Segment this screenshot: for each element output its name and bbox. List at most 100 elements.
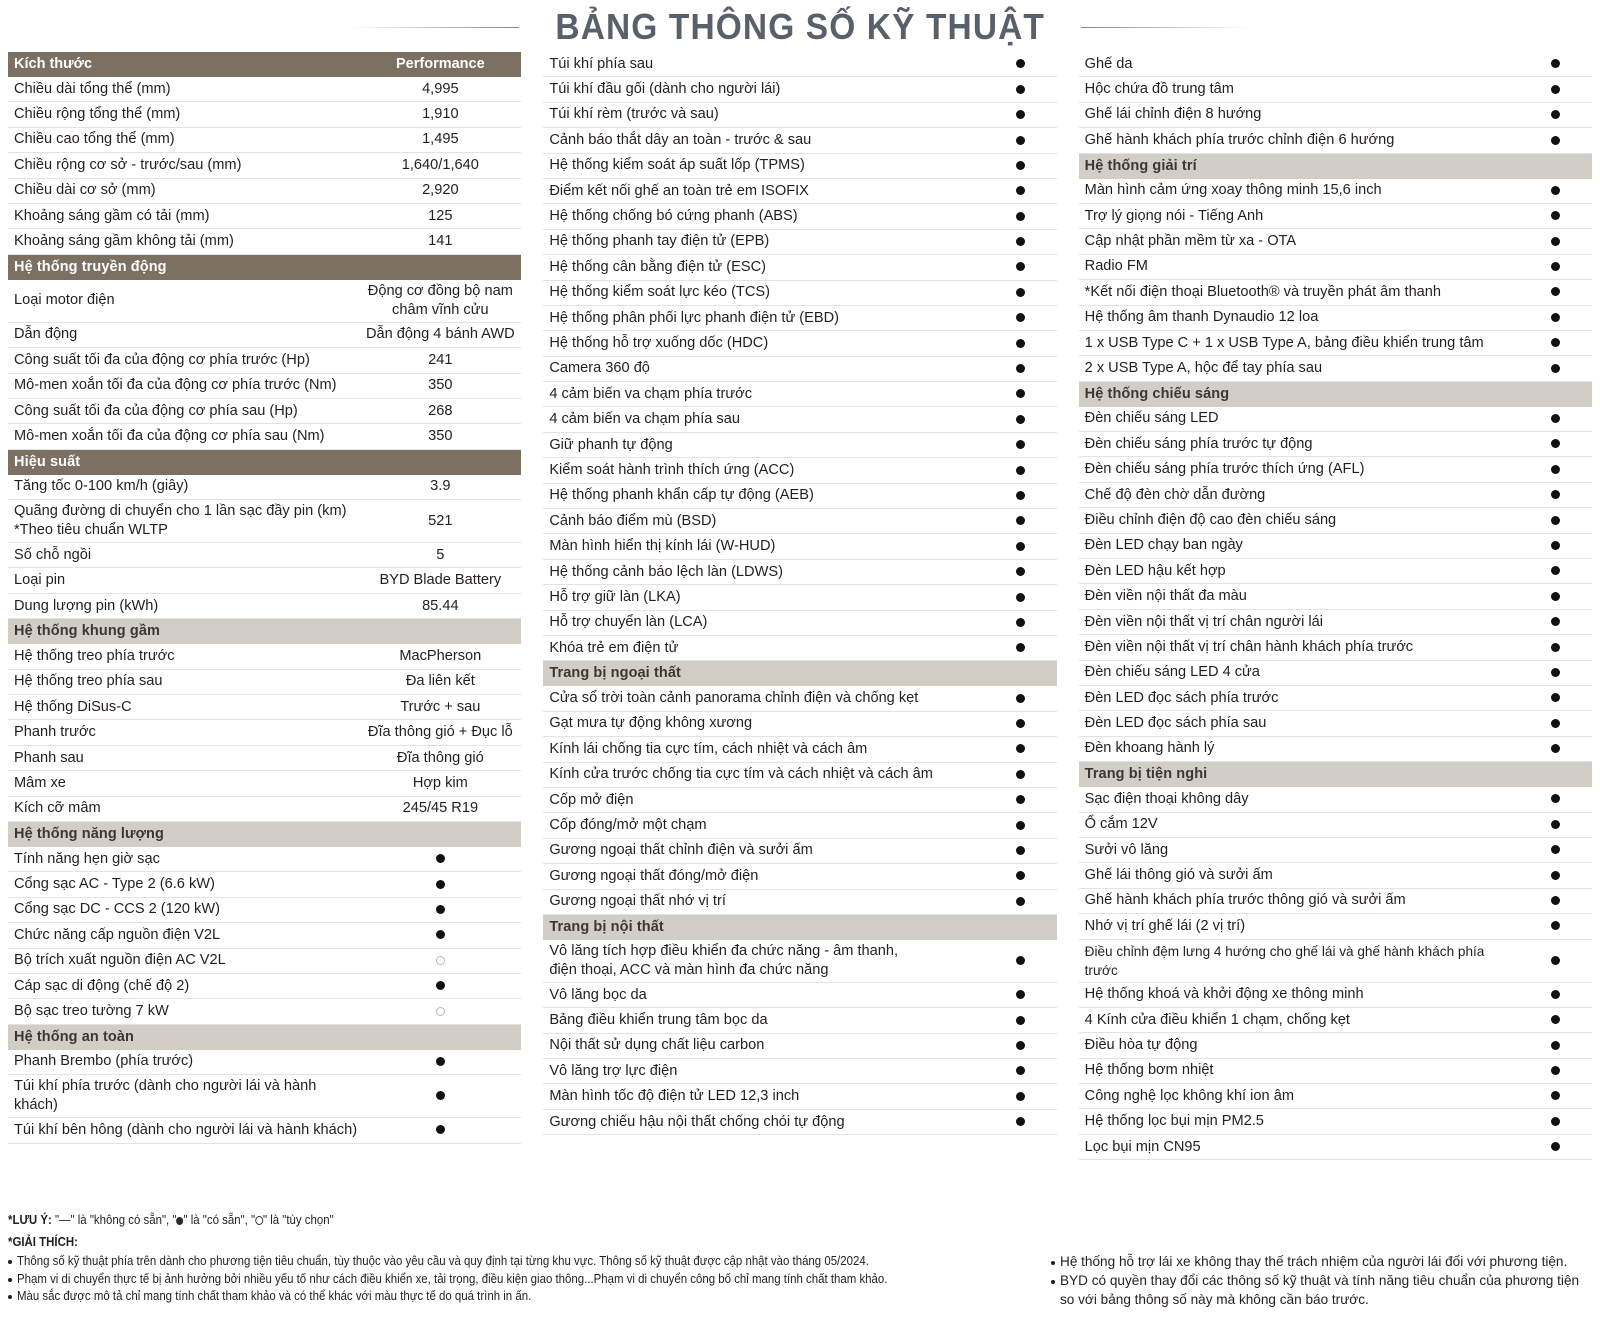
dot-available-icon — [1551, 693, 1561, 703]
row-label: Chiều dài tổng thể (mm) — [14, 80, 171, 97]
row-label: Đèn LED đọc sách phía sau — [1084, 715, 1267, 732]
row-value — [1526, 663, 1586, 682]
table-row: Sạc điện thoại không dây — [1078, 787, 1592, 813]
section-header: Trang bị ngoại thất — [543, 661, 1057, 687]
dot-available-icon — [1551, 744, 1561, 754]
dot-optional-icon — [435, 1006, 445, 1016]
dot-available-icon — [435, 1091, 445, 1101]
dot-available-icon — [1551, 1015, 1561, 1025]
row-value — [1526, 739, 1586, 758]
table-row: Vô lăng trợ lực điện — [543, 1059, 1057, 1085]
table-row: Phanh Brembo (phía trước) — [8, 1050, 522, 1076]
table-row: Hệ thống âm thanh Dynaudio 12 loa — [1078, 306, 1592, 331]
row-value: Đa liên kết — [405, 673, 475, 690]
dot-available-icon — [1016, 846, 1026, 856]
dot-available-icon — [1551, 490, 1561, 500]
row-label: Hệ thống kiểm soát áp suất lốp (TPMS) — [549, 157, 805, 174]
table-row: Hệ thống phanh tay điện tử (EPB) — [543, 230, 1057, 256]
row-value — [991, 639, 1051, 658]
dot-available-icon — [1551, 1091, 1561, 1101]
dot-available-icon — [1551, 414, 1561, 424]
table-row: Hệ thống khoá và khởi động xe thông minh — [1078, 983, 1592, 1008]
table-row: Màn hình hiển thị kính lái (W-HUD) — [543, 534, 1057, 560]
row-value — [365, 951, 515, 970]
dot-available-icon — [1551, 921, 1561, 931]
row-label: Bộ trích xuất nguồn điện AC V2L — [14, 952, 226, 969]
row-value — [1526, 460, 1586, 479]
row-label: Đèn chiếu sáng phía trước thích ứng (AFL… — [1084, 461, 1365, 478]
bullet-dot-icon — [8, 1295, 12, 1299]
row-label: Kính lái chống tia cực tím, cách nhiệt v… — [549, 740, 868, 757]
table-row: Dẫn động Dẫn động 4 bánh AWD — [8, 323, 522, 349]
legend-line: *LƯU Ý: "—" là "không có sẵn", " " là "có… — [8, 1211, 1402, 1229]
row-label: Phanh sau — [14, 749, 84, 766]
dot-available-icon — [1016, 186, 1026, 196]
row-label: Gương chiếu hậu nội thất chống chói tự đ… — [549, 1113, 845, 1130]
row-label: Ghế lái chỉnh điện 8 hướng — [1084, 106, 1262, 123]
table-row: Hộc chứa đồ trung tâm — [1078, 77, 1592, 103]
table-row: Chức năng cấp nguồn điện V2L — [8, 923, 522, 949]
dot-available-icon — [1551, 59, 1561, 69]
table-row: Sưởi vô lăng — [1078, 838, 1592, 864]
bullet-dot-icon — [8, 1260, 12, 1264]
table-row: Ổ cắm 12V — [1078, 813, 1592, 838]
row-value — [1526, 562, 1586, 581]
title-rule-left — [348, 26, 519, 28]
row-value — [991, 258, 1051, 277]
row-label: Khoảng sáng gầm không tải (mm) — [14, 233, 234, 250]
row-label: Vô lăng bọc da — [549, 986, 647, 1003]
column-1: Kích thước Performance Chiều dài tổng thể … — [8, 52, 522, 1144]
legend-text-2: " là "có sẵn", " — [183, 1212, 256, 1227]
row-value — [1526, 1087, 1586, 1106]
dot-available-icon — [1016, 693, 1026, 703]
dot-available-icon — [1551, 1066, 1561, 1075]
dot-available-icon — [1016, 237, 1026, 247]
row-value — [991, 55, 1051, 74]
row-value — [365, 1002, 515, 1021]
row-value — [365, 1052, 515, 1071]
row-label: Màn hình hiển thị kính lái (W-HUD) — [549, 538, 776, 555]
row-label: Cửa sổ trời toàn cảnh panorama chỉnh điệ… — [549, 690, 919, 707]
row-value — [1526, 891, 1586, 910]
table-row: Mô-men xoắn tối đa của động cơ phía sau … — [8, 424, 522, 450]
row-value: 141 — [428, 233, 453, 250]
table-row: Hệ thống hỗ trợ xuống dốc (HDC) — [543, 331, 1057, 357]
table-row: Ghế hành khách phía trước thông gió và s… — [1078, 889, 1592, 915]
table-row: Đèn viền nội thất đa màu — [1078, 584, 1592, 610]
row-label: Cáp sạc di động (chế độ 2) — [14, 977, 190, 994]
dot-available-icon — [1551, 236, 1561, 246]
row-value — [1526, 1011, 1586, 1030]
table-row: Gương ngoại thất đóng/mở điện — [543, 864, 1057, 890]
row-value — [1526, 714, 1586, 733]
row-label: Camera 360 độ — [549, 360, 650, 377]
bullet-text: BYD có quyền thay đổi các thông số kỹ th… — [1060, 1273, 1580, 1307]
row-value — [991, 867, 1051, 886]
row-label: Hệ thống cảnh báo lệch làn (LDWS) — [549, 563, 783, 580]
table-row: Chiều cao tổng thể (mm) 1,495 — [8, 128, 522, 154]
row-value — [1526, 435, 1586, 454]
footer-bullet-left: Thông số kỹ thuật phía trên dành cho phư… — [8, 1252, 1043, 1270]
row-label: Hệ thống hỗ trợ xuống dốc (HDC) — [549, 334, 769, 351]
dot-available-icon — [1016, 490, 1026, 500]
row-value — [991, 410, 1051, 429]
row-value — [1526, 638, 1586, 657]
table-row: Kính cửa trước chống tia cực tím và cách… — [543, 763, 1057, 788]
row-label: Đèn LED đọc sách phía trước — [1084, 689, 1279, 706]
table-row: Hệ thống phanh khẩn cấp tự động (AEB) — [543, 484, 1057, 510]
row-value — [991, 512, 1051, 531]
table-row: Đèn viền nội thất vị trí chân người lái — [1078, 610, 1592, 636]
table-row: Hệ thống chống bó cứng phanh (ABS) — [543, 204, 1057, 230]
table-row: Nội thất sử dụng chất liệu carbon — [543, 1034, 1057, 1060]
row-value: 1,495 — [422, 131, 459, 148]
table-row: Bảng điều khiển trung tâm bọc da — [543, 1008, 1057, 1034]
row-label: Ổ cắm 12V — [1084, 816, 1158, 833]
row-label: Kích cỡ mâm — [14, 800, 101, 817]
table-row: Ghế lái chỉnh điện 8 hướng — [1078, 103, 1592, 129]
explain-title: *GIẢI THÍCH: — [8, 1233, 78, 1249]
table-row: 4 cảm biến va chạm phía sau — [543, 407, 1057, 433]
dot-available-icon — [1551, 989, 1561, 999]
table-row: Hệ thống treo phía sau Đa liên kết — [8, 670, 522, 696]
table-row: Camera 360 độ — [543, 357, 1057, 383]
dot-available-icon — [1016, 262, 1026, 272]
row-value — [1526, 841, 1586, 860]
